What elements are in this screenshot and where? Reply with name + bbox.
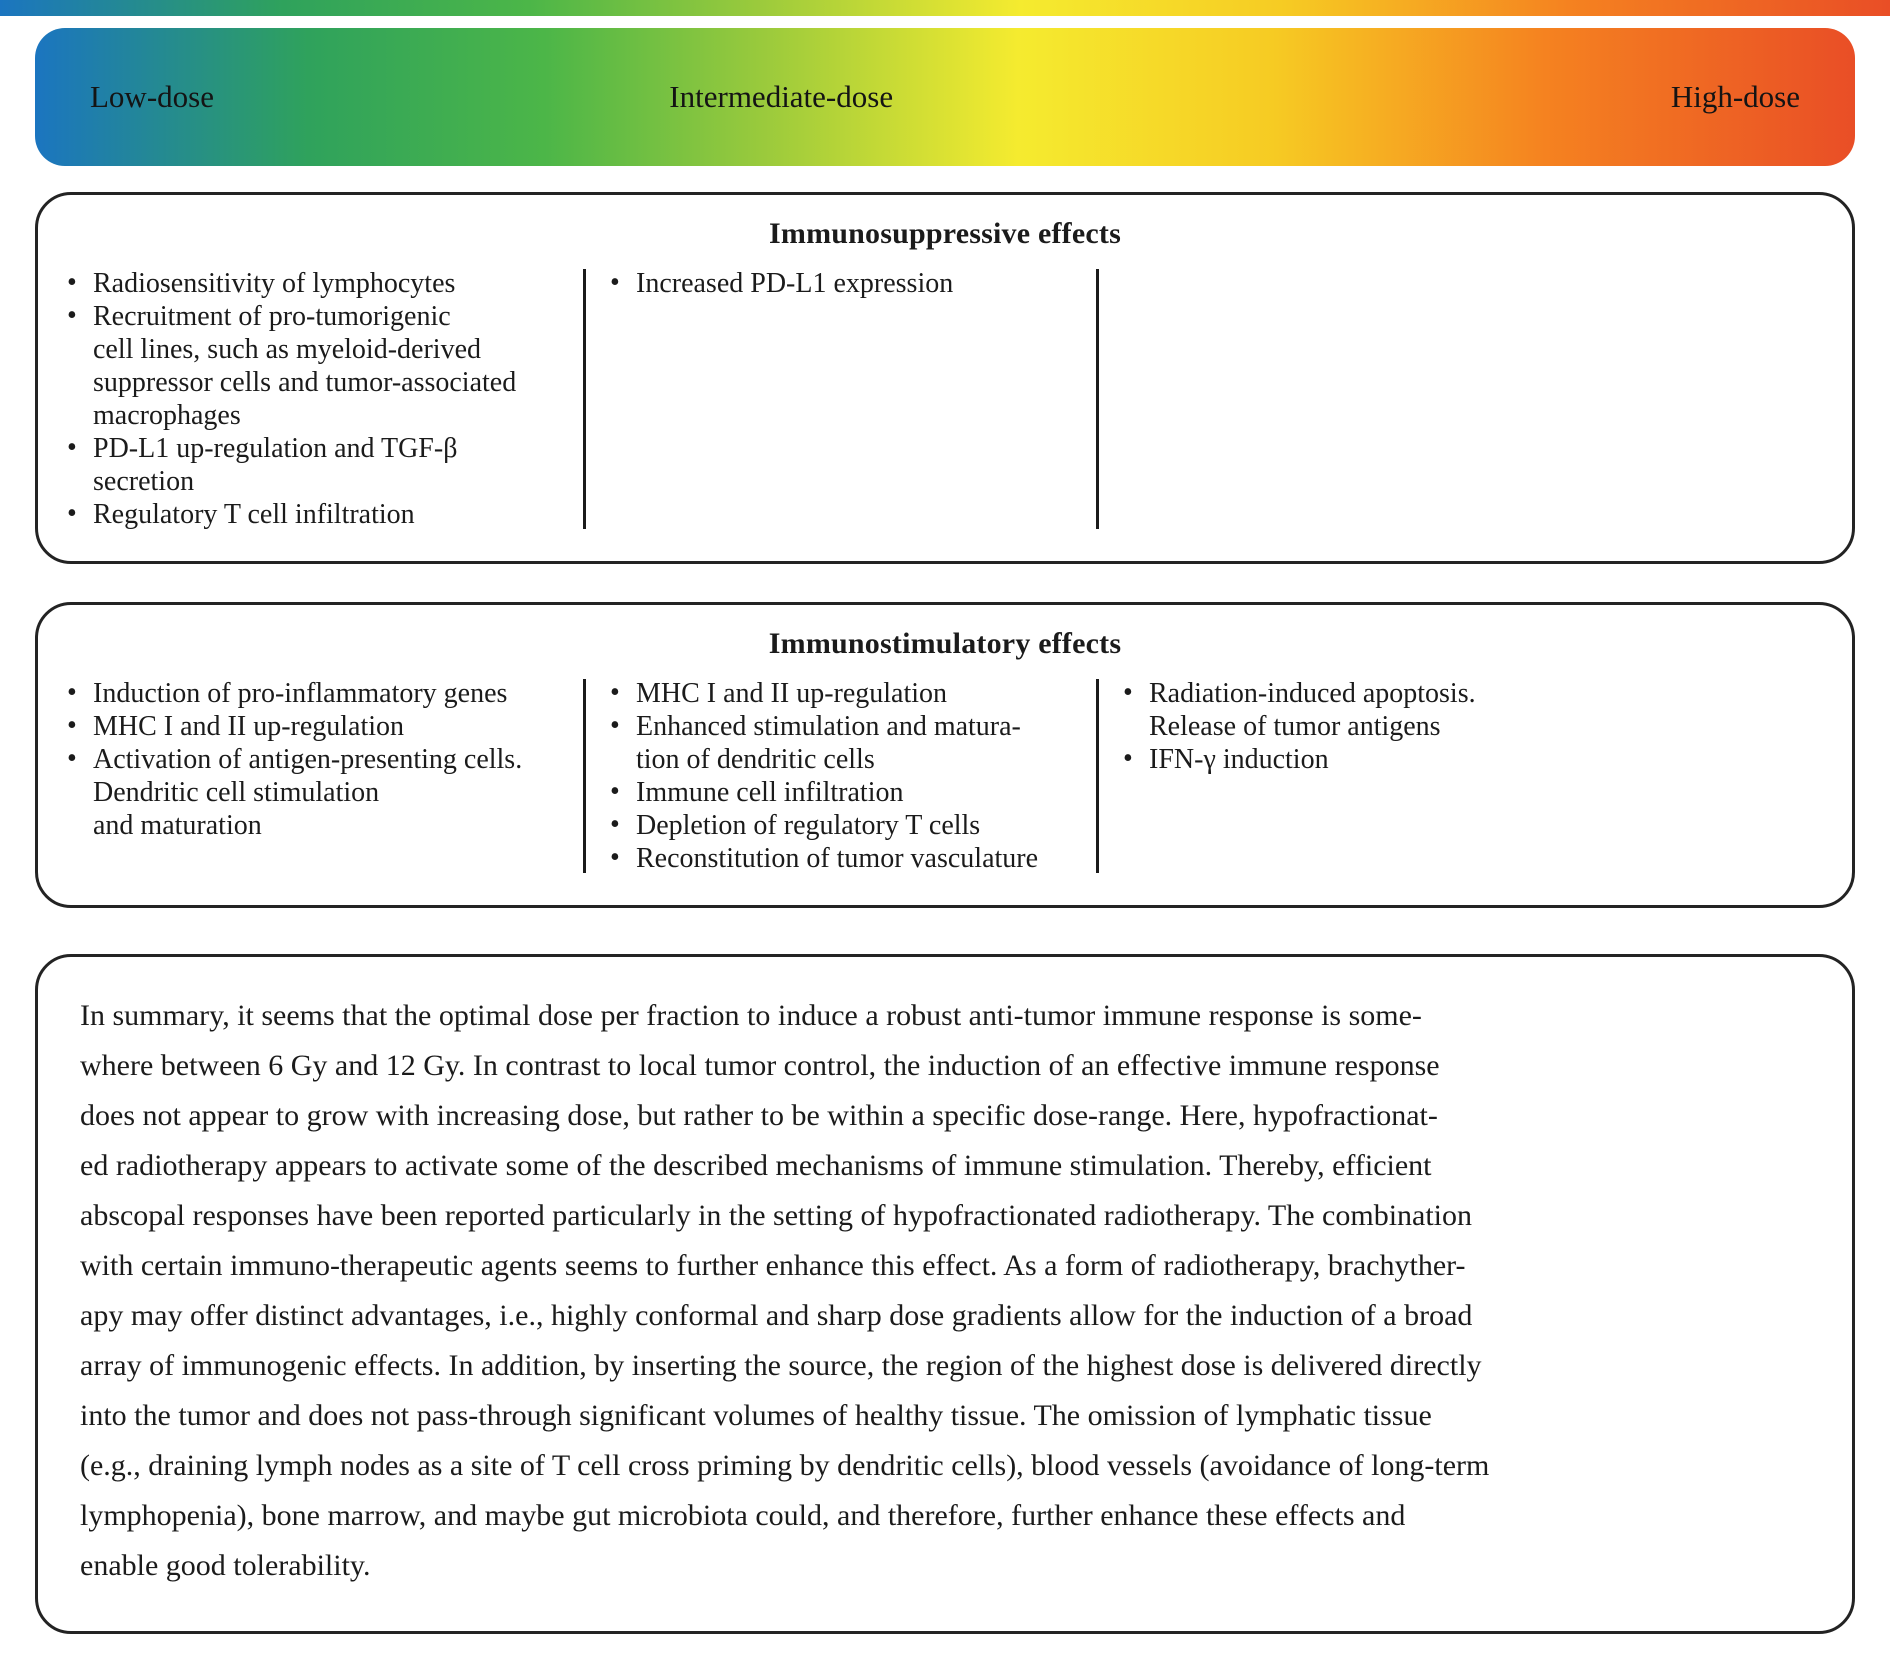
list-item: • Increased PD-L1 expression (606, 267, 1076, 300)
list-item: • Depletion of regulatory T cells (606, 809, 1076, 842)
immunosuppressive-col-high-dose (1119, 267, 1827, 531)
immunostimulatory-col-intermediate-dose: • MHC I and II up-regulation • Enhanced sti… (606, 677, 1076, 875)
immunostimulatory-col-low-dose: • Induction of pro-inflammatory genes • MHC… (63, 677, 563, 875)
list-item-text: MHC I and II up-regulation (636, 678, 948, 709)
bullet-icon: • (67, 432, 77, 463)
bullet-icon: • (610, 677, 620, 708)
list-item: • IFN-γ induction (1119, 743, 1827, 776)
list-item-text: Activation of antigen-presenting cells. … (93, 744, 523, 841)
bullet-icon: • (610, 842, 620, 873)
high-dose-label: High-dose (1670, 79, 1800, 114)
bullet-icon: • (67, 267, 77, 298)
bullet-icon: • (67, 743, 77, 774)
low-dose-label: Low-dose (90, 79, 214, 114)
summary-box: In summary, it seems that the optimal do… (35, 954, 1855, 1634)
list-item-text: Recruitment of pro-tumorigenic cell line… (93, 301, 517, 431)
bullet-icon: • (67, 300, 77, 331)
immunostimulatory-box: Immunostimulatory effects • Induction of … (35, 602, 1855, 908)
immunostimulatory-title: Immunostimulatory effects (768, 627, 1122, 660)
list-item: • MHC I and II up-regulation (63, 710, 563, 743)
list-item-text: Reconstitution of tumor vasculature (636, 843, 1039, 874)
list-item-text: Enhanced stimulation and matura- tion of… (636, 711, 1021, 775)
list-item-text: Regulatory T cell infiltration (93, 499, 415, 530)
bullet-icon: • (610, 267, 620, 298)
list-item-text: Depletion of regulatory T cells (636, 810, 981, 841)
list-item: • MHC I and II up-regulation (606, 677, 1076, 710)
list-item-text: Immune cell infiltration (636, 777, 904, 808)
bullet-icon: • (1123, 677, 1133, 708)
list-item-text: PD-L1 up-regulation and TGF-β secretion (93, 433, 458, 497)
list-item-text: Induction of pro-inflammatory genes (93, 678, 508, 709)
immunostimulatory-columns: • Induction of pro-inflammatory genes • MHC… (63, 677, 1827, 875)
immunosuppressive-columns: • Radiosensitivity of lymphocytes • Recruit… (63, 267, 1827, 531)
immunosuppressive-title: Immunosuppressive effects (769, 217, 1121, 250)
dose-gradient-bar: Low-dose Intermediate-dose High-dose (35, 28, 1855, 166)
intermediate-dose-label: Intermediate-dose (669, 79, 894, 114)
immunosuppressive-col-low-dose: • Radiosensitivity of lymphocytes • Recruit… (63, 267, 563, 531)
list-item-text: MHC I and II up-regulation (93, 711, 405, 742)
column-divider (1096, 269, 1099, 529)
immunostimulatory-col-high-dose: • Radiation-induced apoptosis. Release of… (1119, 677, 1827, 875)
list-item: • Regulatory T cell infiltration (63, 498, 563, 531)
bullet-icon: • (67, 498, 77, 529)
list-item-text: Radiation-induced apoptosis. Release of … (1149, 678, 1476, 742)
immunosuppressive-box: Immunosuppressive effects • Radiosensitiv… (35, 192, 1855, 564)
bullet-icon: • (1123, 743, 1133, 774)
list-item: • Induction of pro-inflammatory genes (63, 677, 563, 710)
list-item-text: Radiosensitivity of lymphocytes (93, 268, 456, 299)
list-item: • Radiosensitivity of lymphocytes (63, 267, 563, 300)
list-item: • Activation of antigen-presenting cells.… (63, 743, 563, 842)
immunosuppressive-col-intermediate-dose: • Increased PD-L1 expression (606, 267, 1076, 531)
list-item-text: Increased PD-L1 expression (636, 268, 954, 299)
list-item: • Reconstitution of tumor vasculature (606, 842, 1076, 875)
bullet-icon: • (67, 710, 77, 741)
list-item: • PD-L1 up-regulation and TGF-β secretion (63, 432, 563, 498)
bullet-icon: • (610, 776, 620, 807)
column-divider (583, 269, 586, 529)
list-item: • Immune cell infiltration (606, 776, 1076, 809)
column-divider (1096, 679, 1099, 873)
column-divider (583, 679, 586, 873)
bullet-icon: • (610, 809, 620, 840)
list-item: • Radiation-induced apoptosis. Release of… (1119, 677, 1827, 743)
dose-gradient-strip (0, 0, 1890, 16)
list-item: • Recruitment of pro-tumorigenic cell lin… (63, 300, 563, 432)
summary-text: In summary, it seems that the optimal do… (80, 999, 1490, 1582)
bullet-icon: • (610, 710, 620, 741)
list-item-text: IFN-γ induction (1149, 744, 1329, 775)
list-item: • Enhanced stimulation and matura- tion o… (606, 710, 1076, 776)
bullet-icon: • (67, 677, 77, 708)
